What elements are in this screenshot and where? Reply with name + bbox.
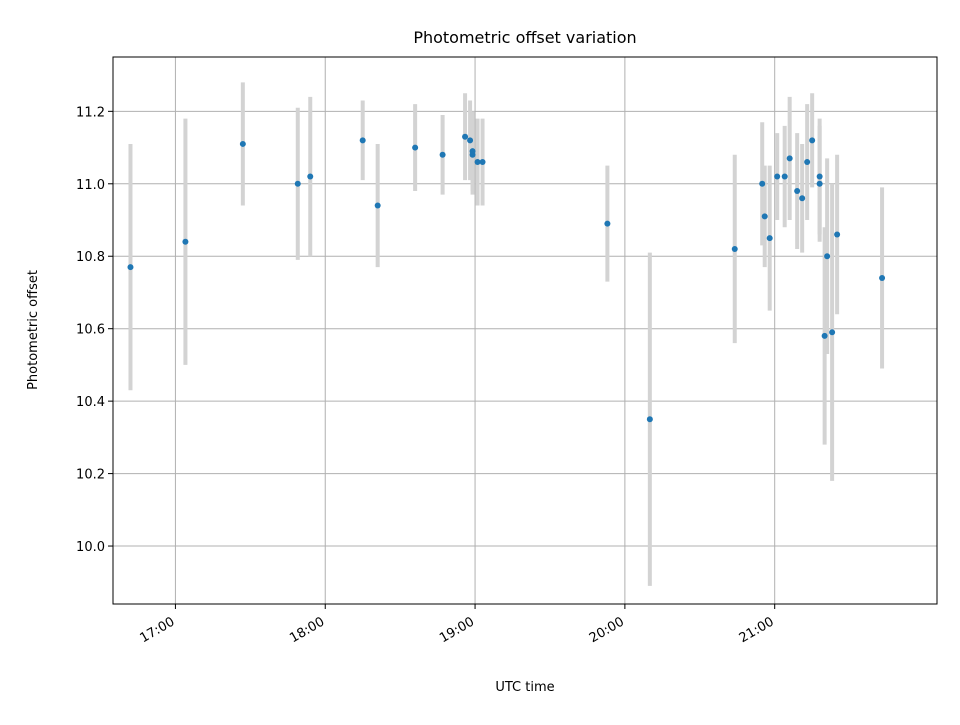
y-tick-label: 10.6 — [76, 323, 105, 338]
data-point — [474, 159, 481, 166]
y-tick-label: 10.4 — [76, 395, 105, 410]
data-point — [127, 264, 134, 271]
data-points — [127, 133, 886, 423]
data-point — [239, 140, 246, 147]
data-point — [462, 133, 469, 140]
data-point — [646, 416, 653, 423]
data-point — [359, 137, 366, 144]
data-point — [412, 144, 419, 151]
y-tick-label: 11.2 — [76, 105, 105, 120]
data-point — [469, 148, 476, 155]
data-point — [809, 137, 816, 144]
data-point — [774, 173, 781, 180]
data-point — [879, 274, 886, 281]
y-tick-label: 10.2 — [76, 468, 105, 483]
data-point — [294, 180, 301, 187]
data-point — [766, 235, 773, 242]
y-tick-label: 10.8 — [76, 250, 105, 265]
y-axis-ticks: 10.0 10.2 10.4 10.6 10.8 11.0 11.2 — [76, 105, 113, 555]
data-point — [374, 202, 381, 209]
data-point — [761, 213, 768, 220]
plot-frame — [112, 56, 938, 605]
data-point — [182, 238, 189, 245]
data-point — [479, 159, 486, 166]
data-point — [786, 155, 793, 162]
grid-lines — [113, 57, 937, 604]
data-point — [604, 220, 611, 227]
data-point — [824, 253, 831, 260]
data-point — [816, 173, 823, 180]
data-point — [794, 188, 801, 195]
data-point — [821, 332, 828, 339]
data-point — [731, 245, 738, 252]
data-point — [804, 159, 811, 166]
data-point — [816, 180, 823, 187]
data-point — [834, 231, 841, 238]
data-point — [829, 329, 836, 336]
data-point — [439, 151, 446, 158]
x-axis-label: UTC time — [495, 680, 554, 695]
data-point — [799, 195, 806, 202]
data-point — [759, 180, 766, 187]
chart-title: Photometric offset variation — [413, 28, 636, 47]
y-tick-label: 11.0 — [76, 178, 105, 193]
y-axis-label: Photometric offset — [26, 270, 41, 390]
data-point — [781, 173, 788, 180]
data-point — [307, 173, 314, 180]
data-point — [467, 137, 474, 144]
y-tick-label: 10.0 — [76, 540, 105, 555]
